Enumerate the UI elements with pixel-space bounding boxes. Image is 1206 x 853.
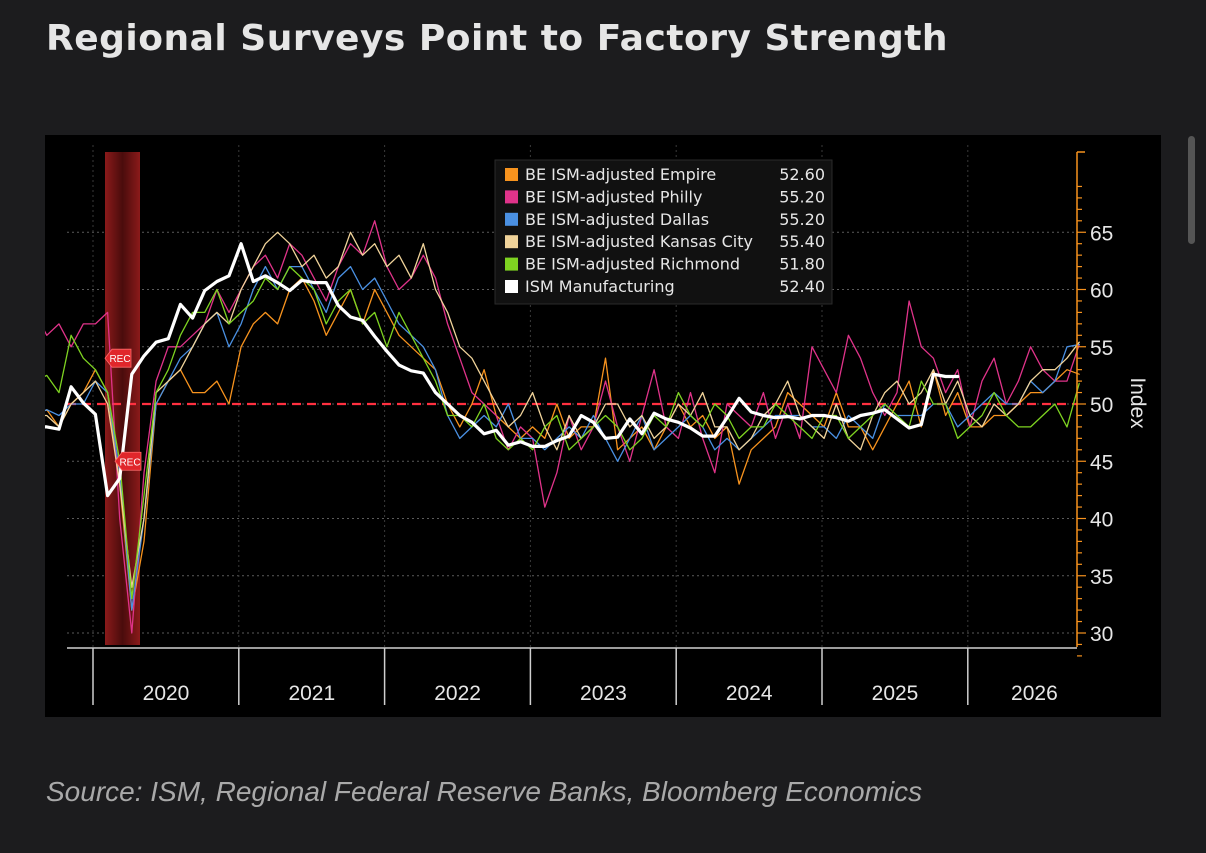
scrollbar[interactable] bbox=[1188, 136, 1195, 244]
series-line-0 bbox=[45, 277, 1080, 611]
recession-marker bbox=[114, 451, 142, 471]
y-axis-title: Index bbox=[1126, 377, 1149, 429]
legend-value-1: 55.20 bbox=[779, 187, 825, 206]
legend-value-4: 51.80 bbox=[779, 255, 825, 274]
y-tick-label-50: 50 bbox=[1090, 394, 1113, 417]
series-line-4 bbox=[45, 265, 1080, 600]
y-tick-label-30: 30 bbox=[1090, 623, 1113, 646]
legend-swatch-4 bbox=[505, 257, 518, 271]
y-tick-label-60: 60 bbox=[1090, 280, 1113, 303]
x-tick-label-2020: 2020 bbox=[143, 682, 190, 705]
recession-marker-label: REC bbox=[109, 354, 130, 365]
y-tick-label-65: 65 bbox=[1090, 222, 1113, 245]
x-tick-label-2021: 2021 bbox=[288, 682, 335, 705]
legend-label-0: BE ISM-adjusted Empire bbox=[525, 165, 716, 184]
x-tick-label-2024: 2024 bbox=[726, 682, 773, 705]
x-tick-label-2022: 2022 bbox=[434, 682, 481, 705]
series-line-3 bbox=[45, 231, 1080, 588]
legend-label-4: BE ISM-adjusted Richmond bbox=[525, 255, 740, 274]
legend-value-5: 52.40 bbox=[779, 277, 825, 296]
x-tick-label-2026: 2026 bbox=[1011, 682, 1058, 705]
legend-label-5: ISM Manufacturing bbox=[525, 277, 675, 296]
recession-marker-label: REC bbox=[119, 457, 140, 468]
y-tick-label-40: 40 bbox=[1090, 509, 1113, 532]
source-note: Source: ISM, Regional Federal Reserve Ba… bbox=[46, 776, 923, 807]
legend-swatch-2 bbox=[505, 212, 518, 226]
legend-value-2: 55.20 bbox=[779, 210, 825, 229]
legend-swatch-0 bbox=[505, 168, 518, 181]
chart-panel: REC REC 30 35 40 45 50 55 60 65 Index 2020 2021 2022 2… bbox=[45, 135, 1161, 717]
legend-label-2: BE ISM-adjusted Dallas bbox=[525, 210, 709, 229]
y-tick-label-55: 55 bbox=[1090, 337, 1113, 360]
series-line-1 bbox=[45, 220, 1080, 634]
legend-swatch-1 bbox=[505, 190, 518, 204]
legend-swatch-3 bbox=[505, 235, 518, 249]
recession-marker bbox=[104, 348, 132, 368]
legend: BE ISM-adjusted Empire 52.60 BE ISM-adjust… bbox=[494, 159, 833, 305]
legend-swatch-5 bbox=[505, 280, 518, 293]
legend-label-3: BE ISM-adjusted Kansas City bbox=[525, 232, 753, 251]
series-line-5 bbox=[45, 242, 960, 498]
x-tick-label-2025: 2025 bbox=[872, 682, 919, 705]
legend-box bbox=[494, 159, 833, 305]
recession-band bbox=[105, 152, 140, 645]
line-chart: REC REC 30 35 40 45 50 55 60 65 Index 2020 2021 2022 2… bbox=[45, 145, 1149, 705]
legend-value-3: 55.40 bbox=[779, 232, 825, 251]
chart-title: Regional Surveys Point to Factory Streng… bbox=[46, 18, 949, 59]
y-tick-label-45: 45 bbox=[1090, 451, 1113, 474]
legend-label-1: BE ISM-adjusted Philly bbox=[525, 187, 702, 206]
x-tick-label-2023: 2023 bbox=[580, 682, 627, 705]
y-tick-label-35: 35 bbox=[1090, 566, 1113, 589]
legend-value-0: 52.60 bbox=[779, 165, 825, 184]
